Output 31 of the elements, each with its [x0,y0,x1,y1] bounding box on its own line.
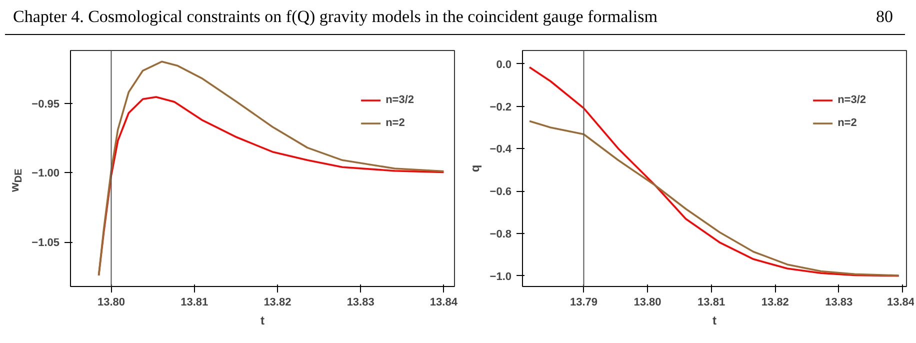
legend-label: n=3/2 [386,94,414,106]
legend-label: n=2 [386,117,406,129]
y-tick-label: 0.0 [496,58,512,71]
text: 80 [876,6,893,28]
x-tick-label: 13.82 [761,296,789,308]
y-tick-label: −0.4 [490,144,512,156]
line-series [528,120,900,276]
x-tick-label: 13.83 [825,296,853,308]
y-tick-label: −1.0 [490,270,512,283]
x-tick-label: 13.84 [430,296,458,308]
y-tick-label: −0.6 [490,186,512,198]
x-tick-label: 13.82 [264,296,292,308]
x-tick-label: 13.80 [634,296,662,308]
y-tick-label: −0.2 [490,101,512,114]
line-series [528,66,900,277]
y-tick-label: −0.8 [490,228,512,240]
y-tick-label: −1.00 [32,168,60,180]
x-axis-title: t [260,314,264,328]
x-tick-label: 13.81 [180,296,208,308]
x-tick-label: 13.80 [97,296,125,308]
y-axis-title: q [468,164,482,172]
legend-label: n=2 [838,117,858,129]
y-tick-label: −0.95 [32,98,60,110]
x-tick-label: 13.83 [346,296,374,308]
legend-label: n=3/2 [838,94,866,106]
y-tick-label: −1.05 [32,237,60,250]
x-axis-title: t [712,314,716,328]
text: Chapter 4. Cosmological constraints on f(Q) gravity models in the coincident gauge formalism [13,6,658,28]
line-series [98,60,445,276]
x-tick-label: 13.79 [570,296,598,308]
x-tick-label: 13.81 [698,296,726,308]
